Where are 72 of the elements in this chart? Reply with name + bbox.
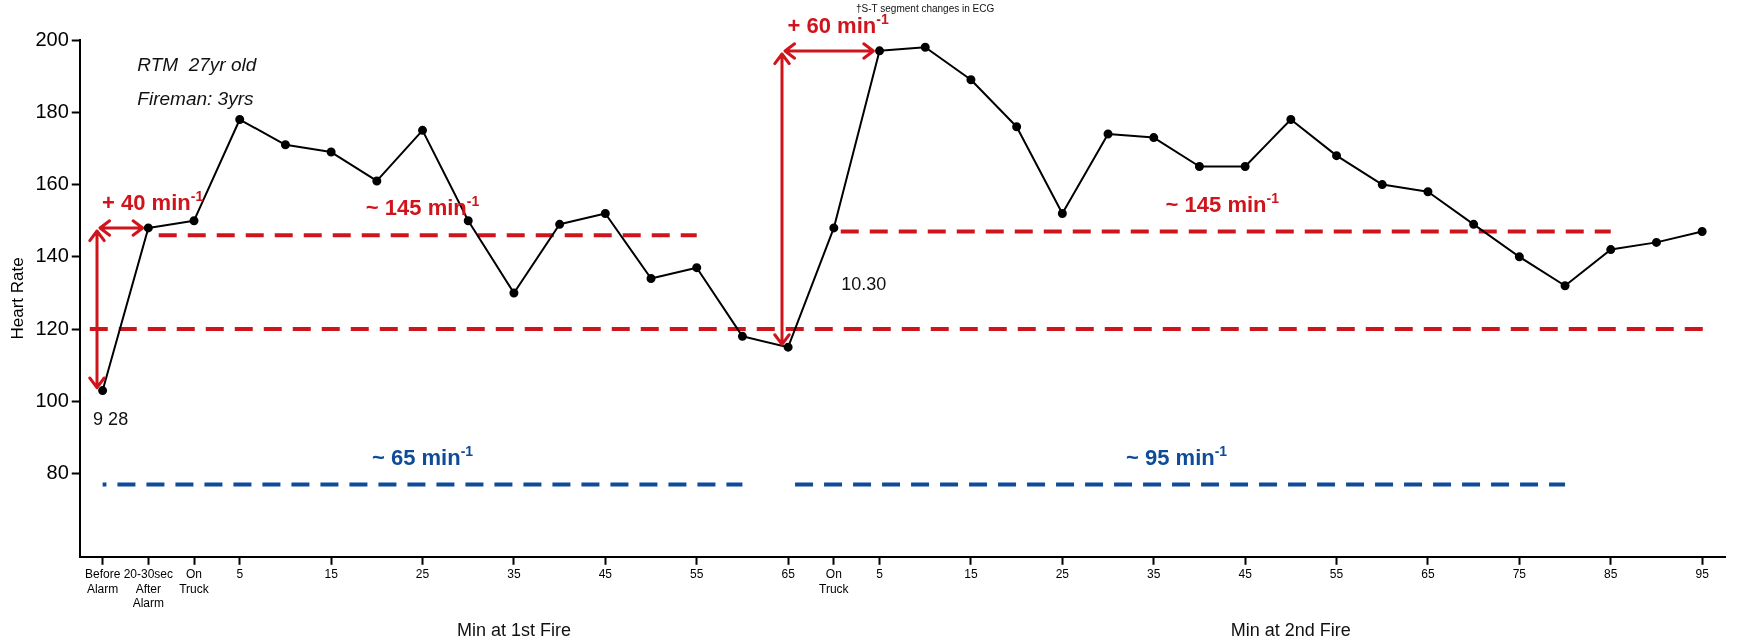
point bbox=[920, 42, 930, 52]
point bbox=[646, 274, 656, 284]
point bbox=[875, 46, 885, 56]
point bbox=[143, 223, 153, 233]
x-tick-label: 5 bbox=[876, 567, 884, 582]
point bbox=[1149, 133, 1159, 143]
x-tick-label: 35 bbox=[507, 567, 521, 582]
point bbox=[189, 216, 199, 226]
x-tick-label: 45 bbox=[1238, 567, 1253, 582]
x-tick-label: 15 bbox=[964, 567, 978, 582]
point bbox=[829, 223, 839, 233]
point bbox=[509, 288, 519, 298]
point bbox=[1469, 219, 1479, 229]
x-tick-label: 65 bbox=[781, 567, 796, 582]
annotation: 9 28 bbox=[93, 408, 129, 429]
point bbox=[326, 147, 336, 157]
x-tick-label: 25 bbox=[1055, 567, 1070, 582]
point bbox=[1651, 237, 1661, 247]
y-tick-label: 100 bbox=[35, 388, 69, 411]
point bbox=[600, 208, 610, 218]
point bbox=[1514, 252, 1524, 262]
point bbox=[1012, 122, 1022, 132]
x-tick-label: 35 bbox=[1147, 567, 1161, 582]
x-tick-label: 15 bbox=[324, 567, 339, 582]
point bbox=[737, 331, 747, 341]
y-tick-label: 140 bbox=[35, 244, 69, 267]
point bbox=[1423, 187, 1433, 197]
point bbox=[235, 115, 245, 125]
x-tick-label: 75 bbox=[1512, 567, 1527, 582]
text: †S-T segment changes in ECG bbox=[856, 3, 995, 14]
x-tick-label: Before Alarm bbox=[84, 567, 121, 596]
annotation: RTM 27yr old bbox=[137, 54, 258, 76]
x-tick-label: On Truck bbox=[819, 567, 850, 596]
y-tick-label: 160 bbox=[35, 172, 69, 195]
point bbox=[98, 386, 108, 396]
x-tick-label: 95 bbox=[1695, 567, 1710, 582]
point bbox=[280, 140, 290, 150]
point bbox=[783, 342, 793, 352]
point bbox=[692, 263, 702, 273]
annotation: 10.30 bbox=[841, 273, 887, 294]
point bbox=[1057, 208, 1067, 218]
y-tick-label: 200 bbox=[35, 27, 69, 50]
point bbox=[1332, 151, 1342, 161]
point bbox=[966, 75, 976, 85]
y-tick-label: 80 bbox=[46, 461, 69, 484]
x-tick-label: 45 bbox=[598, 567, 613, 582]
x-tick-label: 20-30sec After Alarm bbox=[123, 567, 174, 611]
text: Min at 2nd Fire bbox=[1230, 620, 1351, 640]
point bbox=[1606, 245, 1616, 255]
annotation: Fireman: 3yrs bbox=[137, 87, 254, 109]
y-tick-label: 120 bbox=[35, 316, 69, 339]
point bbox=[1697, 227, 1707, 237]
y-axis-title: Heart Rate bbox=[7, 257, 27, 340]
x-tick-label: 55 bbox=[690, 567, 704, 582]
x-tick-label: 5 bbox=[236, 567, 244, 582]
point bbox=[1103, 129, 1113, 139]
x-tick-label: 55 bbox=[1329, 567, 1344, 582]
point bbox=[1194, 161, 1204, 171]
x-tick-label: On Truck bbox=[179, 567, 210, 596]
point bbox=[463, 216, 473, 226]
point bbox=[418, 125, 428, 135]
point bbox=[1560, 281, 1570, 291]
x-tick-label: 25 bbox=[415, 567, 430, 582]
y-tick-label: 180 bbox=[35, 99, 69, 122]
x-tick-label: 65 bbox=[1421, 567, 1435, 582]
point bbox=[1377, 180, 1387, 190]
point bbox=[1286, 115, 1296, 125]
x-tick-label: 85 bbox=[1604, 567, 1618, 582]
point bbox=[372, 176, 382, 186]
text: Min at 1st Fire bbox=[456, 620, 571, 640]
point bbox=[555, 219, 565, 229]
point bbox=[1240, 161, 1250, 171]
